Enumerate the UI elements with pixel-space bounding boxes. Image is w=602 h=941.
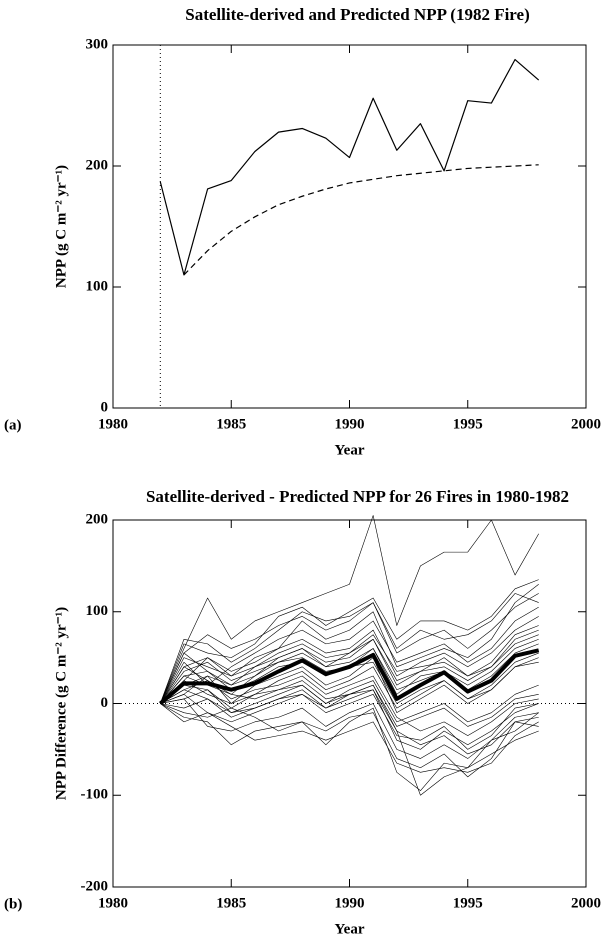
x-axis-label: Year bbox=[335, 921, 365, 937]
series-line bbox=[160, 689, 539, 750]
x-tick-label: 1980 bbox=[98, 895, 128, 911]
series-line bbox=[160, 703, 539, 773]
series-line bbox=[160, 689, 539, 750]
x-tick-label: 1990 bbox=[335, 895, 365, 911]
x-tick-label: 2000 bbox=[571, 416, 601, 432]
series-line bbox=[183, 164, 539, 276]
series-line bbox=[160, 606, 539, 704]
panel-label: (a) bbox=[4, 417, 22, 433]
chart-title: Satellite-derived - Predicted NPP for 26… bbox=[146, 487, 569, 506]
y-tick-label: 200 bbox=[86, 511, 109, 527]
series-line bbox=[160, 638, 539, 704]
x-tick-label: 2000 bbox=[571, 895, 601, 911]
y-tick-label: -200 bbox=[81, 878, 109, 894]
series-line bbox=[160, 625, 539, 704]
series-line bbox=[160, 616, 539, 704]
series-line bbox=[160, 634, 539, 704]
panel-label: (b) bbox=[4, 896, 22, 912]
series-line bbox=[160, 675, 539, 736]
y-tick-label: -100 bbox=[81, 787, 109, 803]
chart-title: Satellite-derived and Predicted NPP (198… bbox=[185, 5, 530, 24]
y-tick-label: 0 bbox=[101, 695, 109, 711]
x-tick-label: 1980 bbox=[98, 416, 128, 432]
x-axis-label: Year bbox=[335, 442, 365, 458]
series-line bbox=[160, 652, 539, 709]
x-tick-label: 1985 bbox=[216, 416, 246, 432]
y-tick-label: 300 bbox=[86, 36, 109, 52]
y-tick-label: 100 bbox=[86, 603, 109, 619]
x-tick-label: 1995 bbox=[453, 416, 483, 432]
x-tick-label: 1995 bbox=[453, 895, 483, 911]
plot-frame bbox=[112, 44, 587, 409]
series-line bbox=[160, 680, 539, 723]
x-tick-label: 1985 bbox=[216, 895, 246, 911]
series-line bbox=[159, 648, 540, 706]
series-line bbox=[159, 58, 540, 276]
series-line bbox=[160, 698, 539, 759]
series-line bbox=[160, 579, 539, 704]
y-tick-label: 200 bbox=[86, 157, 109, 173]
y-tick-label: 100 bbox=[86, 278, 109, 294]
series-line bbox=[160, 703, 539, 778]
series-line bbox=[160, 675, 539, 796]
series-line bbox=[160, 657, 539, 713]
series-line bbox=[160, 689, 539, 755]
y-axis-label: NPP Difference (g C m⁻² yr⁻¹) bbox=[53, 607, 69, 800]
series-line bbox=[160, 643, 539, 704]
y-tick-label: 0 bbox=[101, 399, 109, 415]
x-tick-label: 1990 bbox=[335, 416, 365, 432]
series-line bbox=[160, 515, 539, 704]
series-line bbox=[160, 593, 539, 704]
y-axis-label: NPP (g C m⁻² yr⁻¹) bbox=[53, 165, 69, 288]
